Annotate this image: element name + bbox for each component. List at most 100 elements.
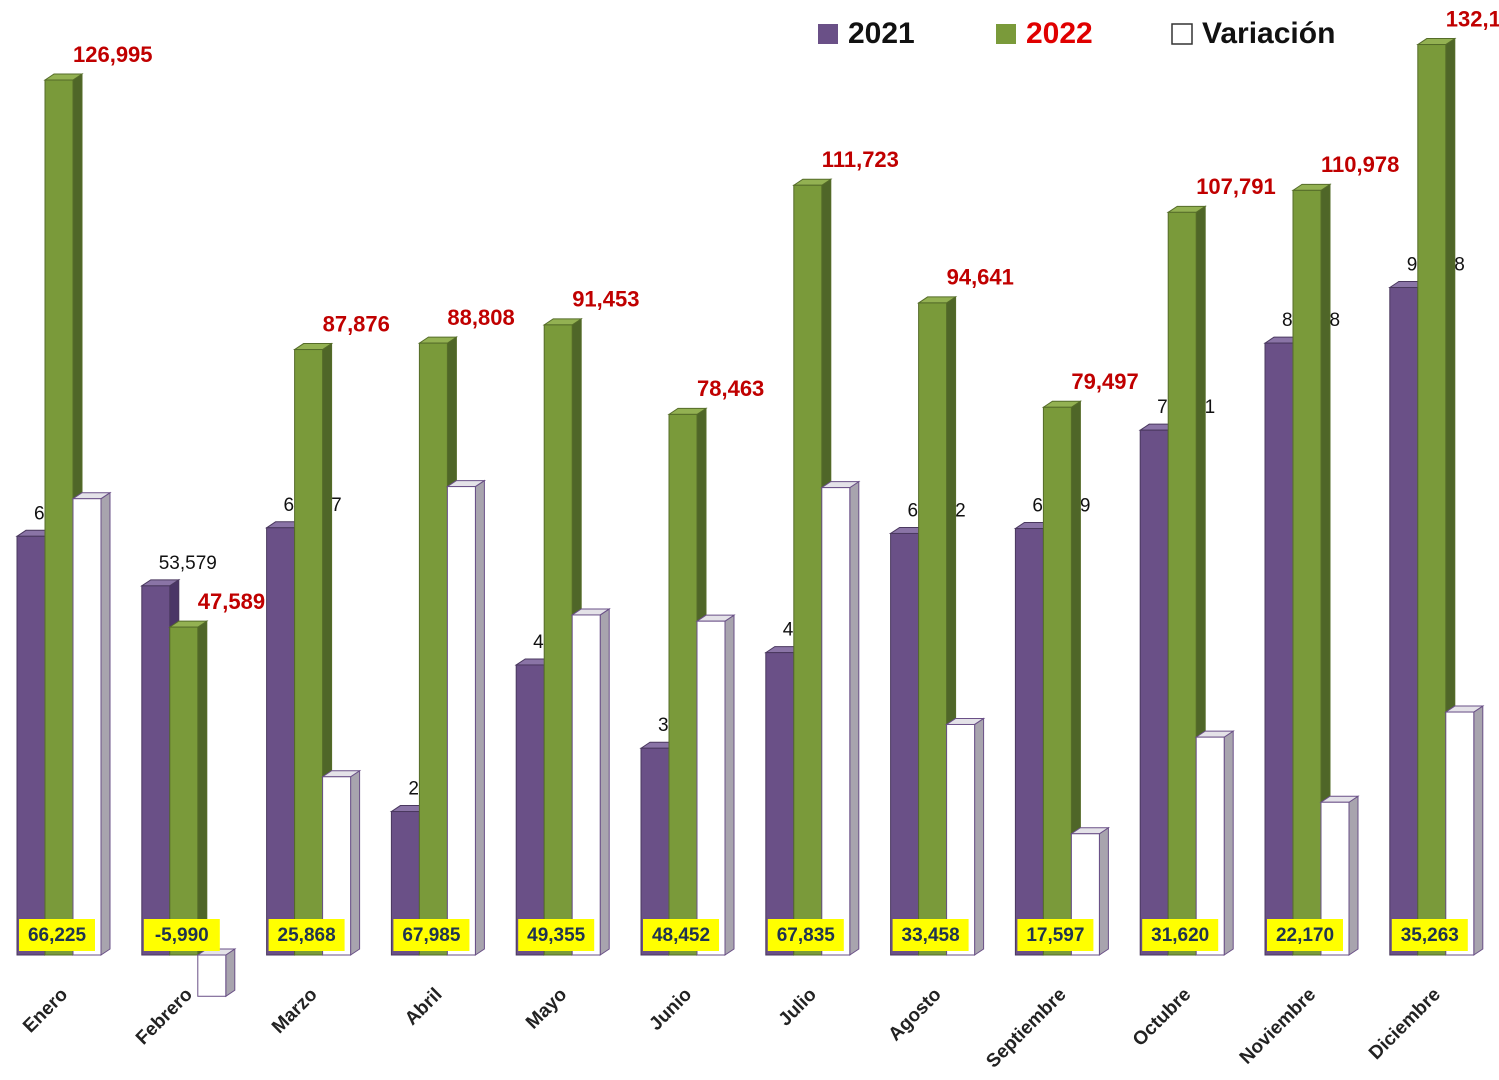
value-label-box xyxy=(393,919,470,951)
value-label: 107,791 xyxy=(1196,174,1276,199)
bar-side xyxy=(1348,795,1359,956)
bar xyxy=(946,723,976,956)
bar-side xyxy=(599,608,610,956)
bar xyxy=(793,184,823,956)
legend-swatch xyxy=(818,24,838,44)
value-label-box xyxy=(268,919,345,951)
value-label: 67,985 xyxy=(402,925,461,946)
value-label: 88,808 xyxy=(447,305,514,330)
bar xyxy=(821,487,851,956)
x-tick-label: Octubre xyxy=(1129,984,1195,1050)
value-label: 94,641 xyxy=(947,265,1014,290)
legend-label: 2021 xyxy=(848,17,915,50)
bar xyxy=(1445,711,1475,956)
bar-side xyxy=(350,769,361,956)
value-label: 67,835 xyxy=(777,925,836,946)
x-tick-label: Mayo xyxy=(522,984,571,1033)
legend-label: Variación xyxy=(1202,17,1335,50)
value-label: 132,141 xyxy=(1446,6,1499,31)
legend-swatch xyxy=(996,24,1016,44)
bar-side xyxy=(100,491,111,956)
value-label-box xyxy=(1142,919,1219,951)
value-label-box xyxy=(518,919,595,951)
bar xyxy=(169,626,199,956)
bar-side xyxy=(197,620,208,956)
x-tick-label: Febrero xyxy=(132,984,197,1049)
value-label-box xyxy=(19,919,95,951)
bar xyxy=(1417,44,1447,956)
x-tick-label: Marzo xyxy=(268,984,322,1038)
value-label: 91,453 xyxy=(572,287,639,312)
value-label: 79,497 xyxy=(1071,369,1138,394)
bar xyxy=(571,614,601,956)
bar xyxy=(1292,189,1322,956)
value-label-box xyxy=(643,919,719,951)
bar xyxy=(197,954,227,997)
bar-side xyxy=(1223,730,1234,956)
bar xyxy=(266,527,296,956)
value-label: 49,355 xyxy=(527,925,586,946)
value-label: 66,225 xyxy=(28,925,87,946)
bar xyxy=(668,413,698,956)
value-label: 53,579 xyxy=(159,553,217,574)
bar xyxy=(418,342,448,956)
legend-swatch xyxy=(1171,23,1193,45)
bar xyxy=(765,652,795,956)
x-tick-label: Septiembre xyxy=(982,984,1070,1072)
x-tick-label: Enero xyxy=(19,984,72,1037)
x-tick-label: Diciembre xyxy=(1365,984,1445,1064)
value-label: 35,263 xyxy=(1401,925,1459,946)
value-label-box xyxy=(1017,919,1094,951)
bar xyxy=(294,349,324,956)
x-tick-label: Noviembre xyxy=(1236,984,1320,1068)
value-label: 48,452 xyxy=(652,925,710,946)
bar xyxy=(16,535,46,956)
value-label: 126,995 xyxy=(73,42,153,67)
value-label: 110,978 xyxy=(1321,152,1399,177)
value-label-box xyxy=(1267,919,1343,951)
bar xyxy=(1389,287,1419,956)
bar xyxy=(1195,736,1225,956)
value-label-box xyxy=(767,919,844,951)
bar-side xyxy=(225,948,236,998)
bar xyxy=(918,302,948,956)
bar xyxy=(515,664,545,956)
x-tick-label: Julio xyxy=(775,984,821,1030)
bar xyxy=(1014,528,1044,956)
legend-label: 2022 xyxy=(1026,17,1093,50)
bar-side xyxy=(974,717,985,956)
value-label: 17,597 xyxy=(1026,925,1084,946)
bar xyxy=(890,532,920,956)
bar xyxy=(44,79,74,956)
value-label: 87,876 xyxy=(323,311,390,336)
bar-side xyxy=(1473,705,1484,956)
value-label-box xyxy=(143,919,220,951)
bar-side xyxy=(724,614,735,956)
value-label: 111,723 xyxy=(822,147,899,172)
value-label: 22,170 xyxy=(1276,925,1334,946)
value-label: 25,868 xyxy=(278,925,336,946)
x-tick-label: Agosto xyxy=(885,984,946,1045)
value-label: 47,589 xyxy=(198,589,265,614)
bar xyxy=(1139,429,1169,956)
bar xyxy=(446,486,476,956)
value-label-box xyxy=(892,919,969,951)
value-label-box xyxy=(1391,919,1468,951)
bar xyxy=(696,620,726,956)
bar xyxy=(543,324,573,956)
x-tick-label: Abril xyxy=(401,984,446,1029)
bar xyxy=(1264,342,1294,956)
bar xyxy=(1042,406,1072,956)
value-label: 31,620 xyxy=(1151,925,1209,946)
bar-side xyxy=(849,480,860,956)
value-label: 33,458 xyxy=(902,925,960,946)
bar-side xyxy=(1098,826,1109,956)
bar xyxy=(1167,211,1197,956)
bar xyxy=(141,585,171,956)
x-tick-label: Junio xyxy=(645,984,696,1035)
value-label: 78,463 xyxy=(697,376,764,401)
value-label: -5,990 xyxy=(155,925,209,946)
bar-side xyxy=(474,479,485,956)
bar xyxy=(72,498,102,956)
